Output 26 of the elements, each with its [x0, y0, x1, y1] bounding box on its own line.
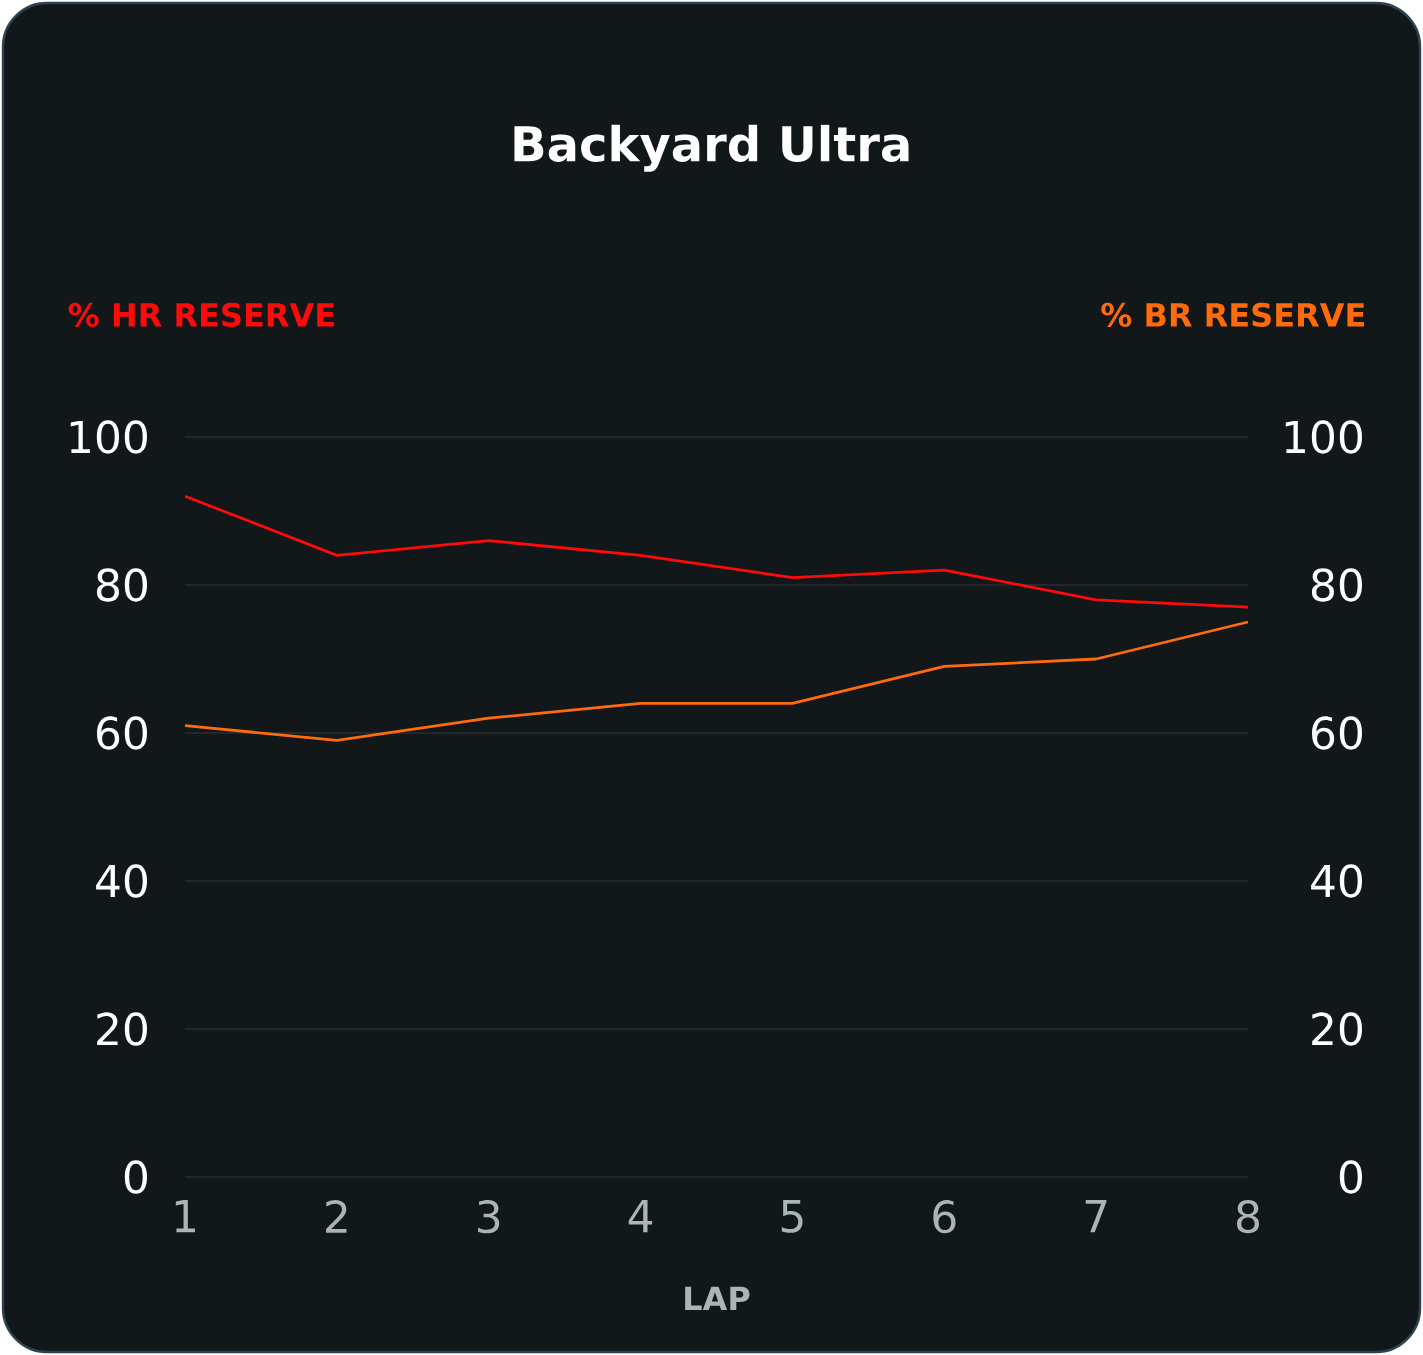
- y-tick-label: 100: [70, 420, 147, 454]
- x-tick-label: 8: [1236, 1200, 1259, 1234]
- x-tick-label: 7: [1085, 1200, 1107, 1233]
- x-axis-title: LAP: [685, 1286, 750, 1311]
- x-tick-label: 2: [326, 1200, 347, 1233]
- y-axis-title: % HR RESERVE: [68, 302, 334, 327]
- y2-tick-label: 60: [1312, 716, 1362, 750]
- y2-tick-label: 100: [1285, 420, 1362, 454]
- y2-tick-label: 80: [1311, 568, 1362, 602]
- y-tick-label: 60: [97, 716, 147, 750]
- y2-axis-title: % BR RESERVE: [1101, 302, 1364, 327]
- x-tick-label: 1: [175, 1200, 195, 1233]
- x-tick-label: 5: [781, 1200, 803, 1233]
- y-tick-label: 20: [97, 1012, 147, 1046]
- x-tick-label: 4: [628, 1200, 653, 1233]
- x-tick-label: 3: [478, 1200, 500, 1234]
- y2-tick-label: 20: [1312, 1012, 1362, 1046]
- y-tick-label: 0: [124, 1160, 147, 1194]
- y-tick-label: 40: [96, 864, 147, 898]
- y-tick-label: 80: [96, 568, 147, 602]
- line-series: [185, 620, 1249, 742]
- y2-tick-label: 40: [1311, 864, 1362, 898]
- y2-tick-label: 0: [1339, 1160, 1363, 1194]
- chart-title: Backyard Ultra: [514, 124, 909, 172]
- x-tick-label: 6: [933, 1200, 956, 1234]
- line-series: [185, 494, 1248, 609]
